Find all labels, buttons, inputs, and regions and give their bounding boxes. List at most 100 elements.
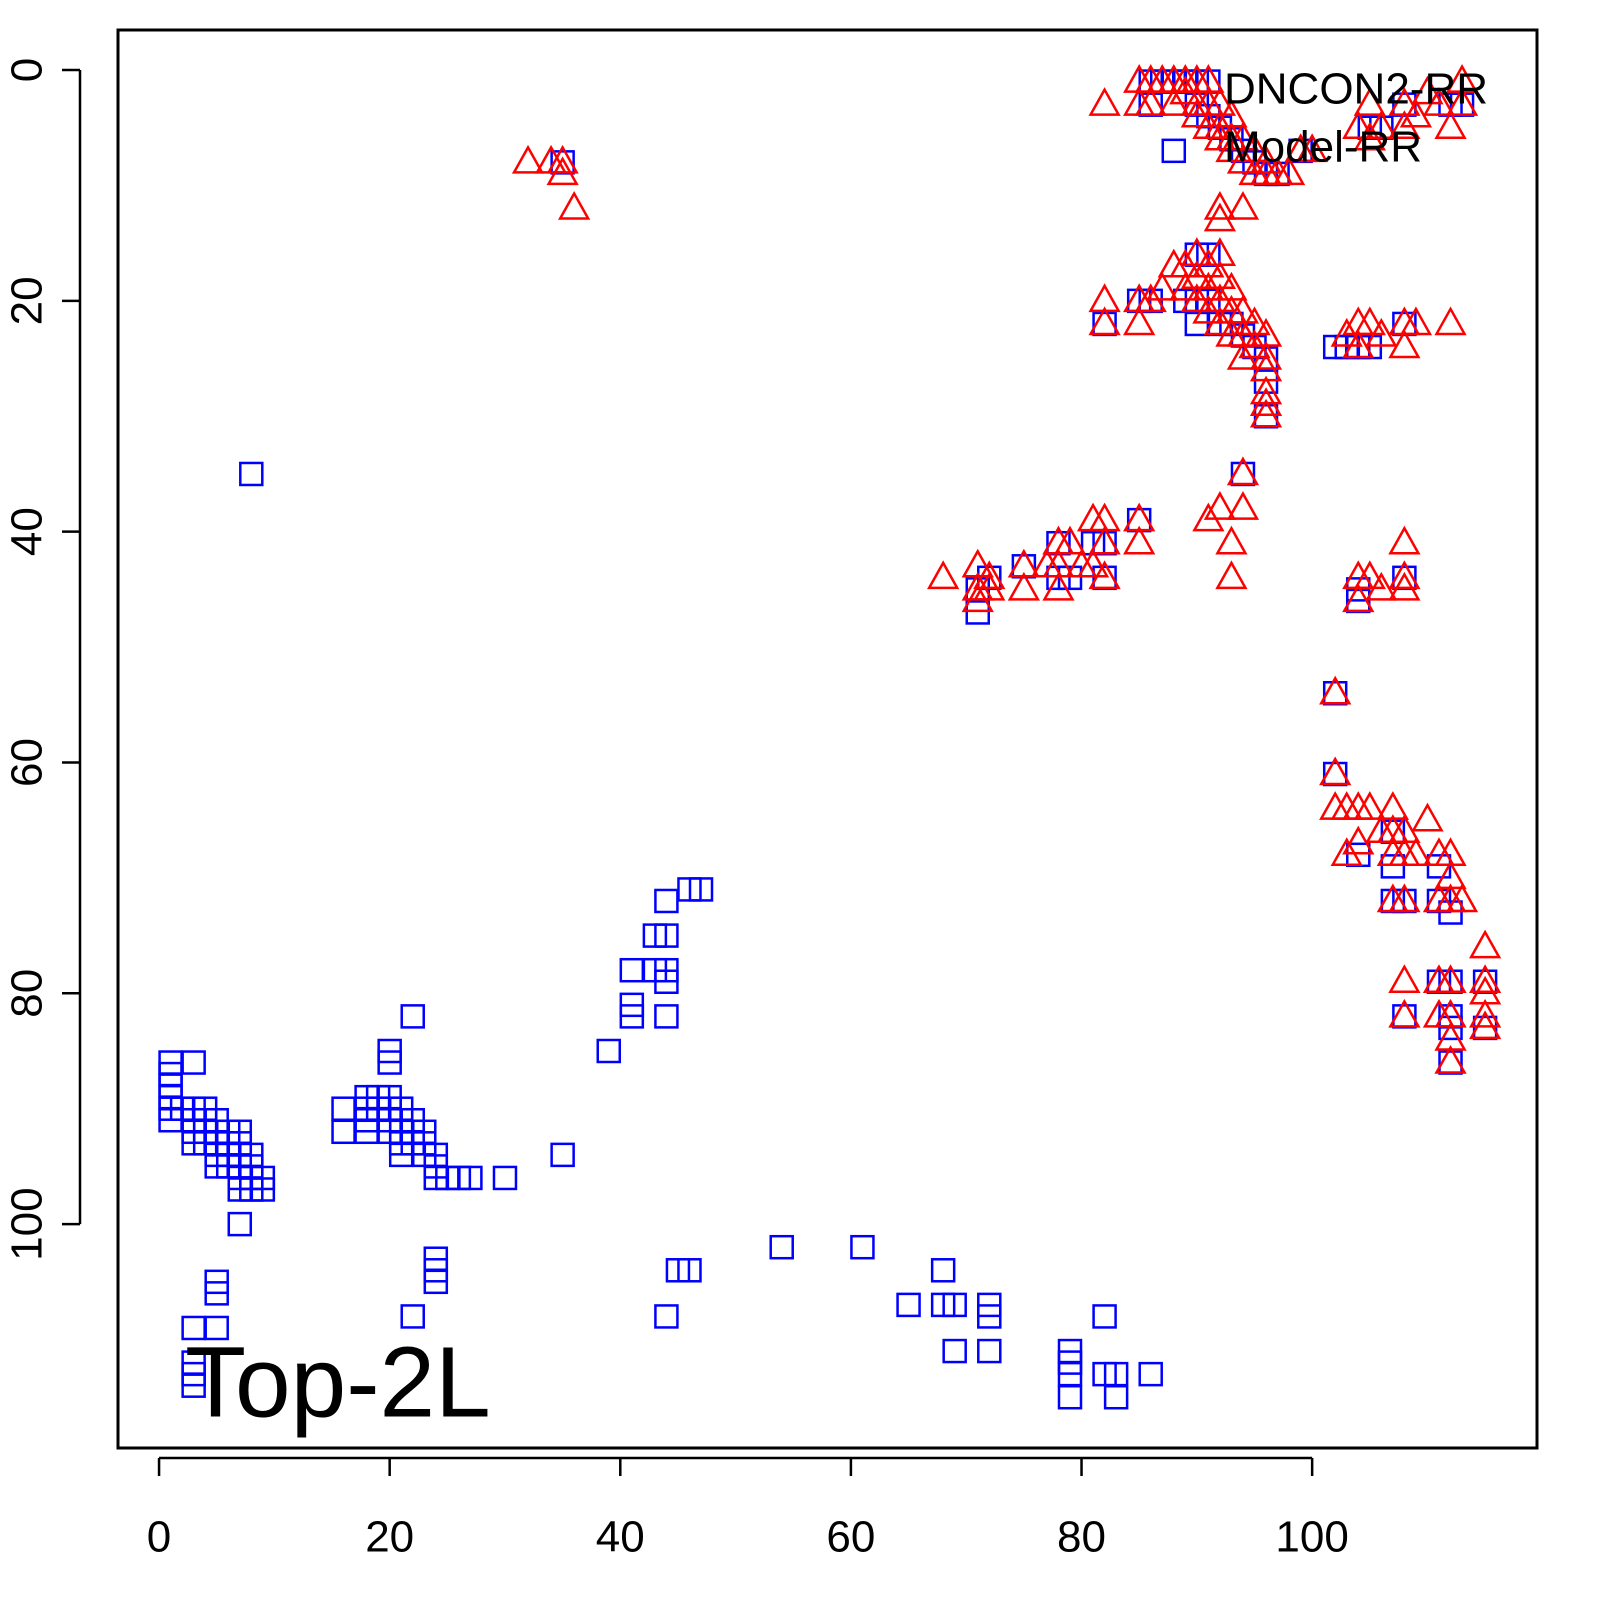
square-point (250, 1177, 276, 1202)
x-tick-label: 60 (826, 1513, 875, 1562)
triangle-point (1007, 571, 1041, 601)
triangle-point (1434, 306, 1467, 336)
triangle-point (1088, 525, 1121, 555)
triangle-point (1365, 317, 1398, 347)
triangle-point (1388, 998, 1421, 1028)
square-point (331, 1096, 356, 1121)
x-tick-label: 0 (147, 1513, 171, 1562)
square-point (181, 1315, 206, 1341)
triangle-point (1042, 571, 1075, 601)
triangle-point (1123, 306, 1156, 336)
square-point (1380, 854, 1406, 879)
triangle-point (511, 144, 545, 174)
triangle-point (1076, 548, 1110, 578)
triangle-point (1342, 583, 1375, 613)
triangle-point (1353, 791, 1386, 820)
y-tick-label: 80 (3, 969, 52, 1018)
square-point (400, 1304, 425, 1329)
triangle-point (1388, 525, 1421, 555)
y-tick-label: 100 (3, 1187, 52, 1260)
triangle-point (1434, 110, 1467, 139)
square-point (239, 461, 264, 487)
x-tick-label: 20 (365, 1513, 414, 1562)
triangle-point (546, 156, 579, 186)
triangle-point (1399, 837, 1433, 867)
triangle-point (973, 560, 1006, 590)
square-point (654, 923, 679, 948)
square-point (654, 888, 679, 914)
triangle-point (1445, 883, 1479, 913)
y-tick-label: 20 (3, 276, 52, 325)
triangle-point (1468, 964, 1502, 994)
square-point (688, 877, 714, 902)
triangle-point (1226, 456, 1260, 486)
triangle-point (1123, 87, 1156, 116)
triangle-point (1249, 144, 1283, 174)
square-point (181, 1373, 206, 1398)
square-point (930, 1258, 956, 1283)
square-point (677, 1258, 702, 1283)
square-point (1057, 1384, 1083, 1410)
triangle-point (1388, 883, 1421, 913)
square-point (619, 1004, 645, 1029)
triangle-point (1088, 560, 1121, 590)
square-point (619, 957, 645, 983)
square-point (769, 1234, 794, 1260)
square-point (1092, 1304, 1117, 1329)
triangle-point (1203, 190, 1237, 220)
square-point (1438, 1015, 1463, 1041)
x-tick-label: 100 (1275, 1513, 1348, 1562)
square-point (850, 1234, 875, 1260)
triangle-point (1342, 110, 1375, 139)
square-point (654, 969, 679, 995)
square-point (965, 600, 990, 625)
triangle-point (1388, 560, 1421, 590)
square-point (942, 1338, 967, 1364)
triangle-point (1215, 525, 1248, 555)
square-point (1438, 900, 1463, 925)
triangle-point (1422, 87, 1456, 116)
square-point (1161, 138, 1187, 164)
square-point (227, 1211, 253, 1237)
triangle-point (1123, 525, 1156, 555)
triangle-point (973, 571, 1006, 601)
square-point (1138, 1361, 1163, 1387)
square-point (1253, 369, 1279, 394)
triangle-point (1342, 329, 1375, 359)
y-tick-label: 0 (3, 58, 52, 82)
triangle-point (1399, 306, 1433, 336)
triangle-point (1088, 306, 1121, 336)
triangle-point (1088, 87, 1121, 116)
triangle-point (1411, 75, 1444, 105)
triangle-point (1249, 341, 1283, 370)
square-point (400, 1004, 425, 1029)
triangle-point (1226, 491, 1260, 520)
triangle-point (1296, 133, 1329, 163)
triangle-point (1053, 525, 1087, 555)
triangle-point (1411, 802, 1444, 832)
triangle-point (1434, 964, 1467, 994)
triangle-point (1353, 87, 1386, 116)
triangle-point (1388, 329, 1421, 359)
triangle-point (1319, 675, 1352, 705)
triangle-point (1468, 998, 1502, 1028)
triangle-point (1468, 1010, 1502, 1040)
triangle-point (1342, 825, 1375, 855)
triangle-point (1226, 190, 1260, 220)
triangle-point (1388, 964, 1421, 994)
triangle-point (927, 560, 960, 590)
square-point (458, 1165, 483, 1191)
x-tick-label: 40 (596, 1513, 645, 1562)
triangle-point (1445, 87, 1479, 116)
square-point (550, 1142, 575, 1168)
plot-frame (116, 28, 1539, 1450)
triangle-point (1468, 929, 1502, 959)
x-tick-label: 80 (1057, 1513, 1106, 1562)
square-point (654, 1304, 679, 1329)
y-tick-label: 40 (3, 507, 52, 556)
triangle-point (1249, 387, 1283, 416)
square-point (181, 1050, 206, 1075)
triangle-point (1272, 156, 1306, 186)
triangle-point (1365, 571, 1398, 601)
